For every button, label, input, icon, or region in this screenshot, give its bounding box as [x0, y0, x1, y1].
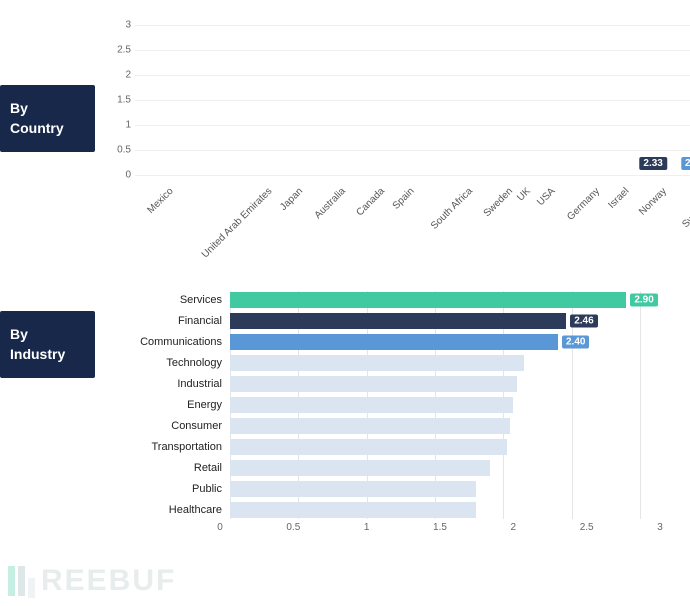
bar — [230, 376, 517, 392]
ylabel: Public — [125, 483, 230, 495]
country-title-box: ByCountry — [0, 85, 95, 152]
by-industry-section: ByIndustry Services2.90Financial2.46Comm… — [0, 291, 690, 536]
country-chart: 00.511.522.532.332.462.70 MexicoUnited A… — [95, 25, 690, 221]
bar-transportation: Transportation — [125, 438, 640, 456]
ylabel: Healthcare — [125, 504, 230, 516]
industry-title-box: ByIndustry — [0, 311, 95, 378]
bar — [230, 397, 513, 413]
bar — [230, 313, 566, 329]
bar — [230, 418, 510, 434]
ylabel: Communications — [125, 336, 230, 348]
bar-industrial: Industrial — [125, 375, 640, 393]
xtick-label: 0.5 — [286, 522, 300, 533]
bar — [230, 460, 490, 476]
by-country-section: ByCountry 00.511.522.532.332.462.70 Mexi… — [0, 25, 690, 221]
ylabel: Retail — [125, 462, 230, 474]
xlabel: Norway — [637, 183, 690, 238]
xtick-label: 0 — [217, 522, 223, 533]
ylabel: Consumer — [125, 420, 230, 432]
watermark: REEBUF — [8, 564, 176, 598]
bar — [230, 292, 626, 308]
ylabel: Technology — [125, 357, 230, 369]
data-label: 2.40 — [562, 336, 589, 349]
xtick-label: 1.5 — [433, 522, 447, 533]
bar — [230, 481, 476, 497]
bar-healthcare: Healthcare — [125, 501, 640, 519]
gridline — [640, 291, 641, 519]
industry-chart: Services2.90Financial2.46Communications2… — [95, 291, 690, 536]
country-title: ByCountry — [10, 100, 64, 136]
bar-consumer: Consumer — [125, 417, 640, 435]
ytick-label: 1 — [107, 120, 131, 131]
xtick-label: 1 — [364, 522, 370, 533]
ylabel: Financial — [125, 315, 230, 327]
bar-retail: Retail — [125, 459, 640, 477]
ytick-label: 1.5 — [107, 95, 131, 106]
bar-public: Public — [125, 480, 640, 498]
xtick-label: 3 — [657, 522, 663, 533]
ylabel: Industrial — [125, 378, 230, 390]
xtick-label: 2.5 — [580, 522, 594, 533]
ylabel: Services — [125, 294, 230, 306]
bar-financial: Financial 2.46 — [125, 312, 640, 330]
data-label: 2.90 — [630, 294, 657, 307]
ylabel: Transportation — [125, 441, 230, 453]
watermark-text: REEBUF — [41, 564, 176, 598]
xtick-label: 2 — [511, 522, 517, 533]
bar-technology: Technology — [125, 354, 640, 372]
ytick-label: 3 — [107, 20, 131, 31]
data-label: 2.46 — [570, 315, 597, 328]
bar — [230, 439, 507, 455]
xlabel: Mexico — [145, 183, 199, 237]
gridline — [135, 175, 690, 176]
ytick-label: 0 — [107, 170, 131, 181]
ytick-label: 2.5 — [107, 45, 131, 56]
ytick-label: 0.5 — [107, 145, 131, 156]
bar — [230, 334, 558, 350]
industry-title: ByIndustry — [10, 326, 65, 362]
data-label: 2.46 — [681, 157, 690, 170]
bar-services: Services2.90 — [125, 291, 640, 309]
data-label: 2.33 — [639, 157, 666, 170]
xlabel: United Arab Emirates — [200, 183, 298, 281]
ylabel: Energy — [125, 399, 230, 411]
ytick-label: 2 — [107, 70, 131, 81]
bar-energy: Energy — [125, 396, 640, 414]
bar — [230, 502, 476, 518]
bar — [230, 355, 524, 371]
bar-communications: Communications 2.40 — [125, 333, 640, 351]
